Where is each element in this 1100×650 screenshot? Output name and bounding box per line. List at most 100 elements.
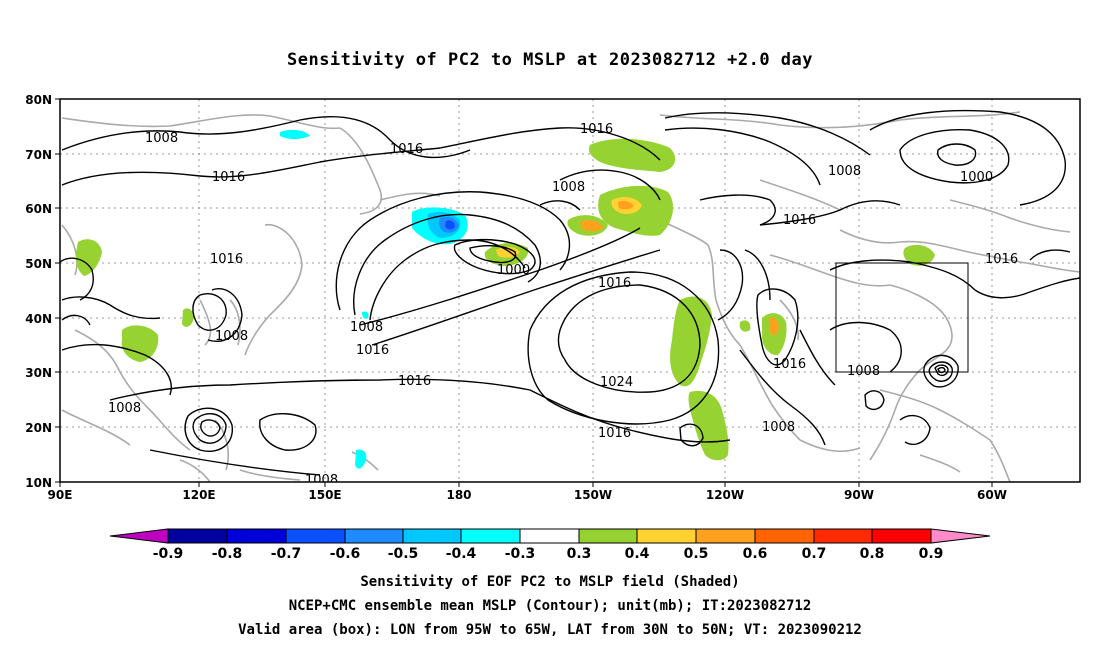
- contour-label: 1016: [390, 142, 423, 157]
- lon-tick-label: 180: [446, 488, 471, 502]
- shade-cyan-siberia: [280, 129, 310, 139]
- colorbar-segment: [813, 528, 873, 544]
- lat-tick-label: 10N: [25, 476, 52, 490]
- colorbar-segment: [578, 528, 638, 544]
- contour-label: 1000: [497, 263, 530, 278]
- colorbar-labels: -0.9 -0.8 -0.7 -0.6 -0.5 -0.4 -0.3 0.3 0…: [153, 546, 944, 562]
- contour-label: 1008: [762, 420, 795, 435]
- lon-tick-label: 150W: [574, 488, 612, 502]
- contour-label: 1000: [960, 170, 993, 185]
- lon-tick-labels: 90E 120E 150E 180 150W 120W 90W 60W: [48, 488, 1007, 502]
- contour-label: 1008: [145, 131, 178, 146]
- colorbar-label: 0.8: [860, 546, 885, 562]
- colorbar-segment: [344, 528, 404, 544]
- axis-ticks: [55, 98, 993, 487]
- contour-label: 1016: [580, 122, 613, 137]
- colorbar-high-triangle: [930, 528, 991, 544]
- contour-label: 1008: [552, 180, 585, 195]
- shade-green-gulf-alaska: [589, 138, 676, 172]
- contour-label: 1016: [598, 276, 631, 291]
- contour-label: 1016: [773, 357, 806, 372]
- contour-label: 1008: [305, 473, 338, 488]
- shade-orange-northeast-pacific: [618, 201, 634, 210]
- shade-orange-rockies: [770, 317, 779, 336]
- mslp-contours: [60, 109, 1080, 476]
- colorbar-label: -0.4: [446, 546, 477, 562]
- valid-area-box: [835, 262, 969, 373]
- sensitivity-shading: [76, 129, 935, 469]
- colorbar-label: -0.8: [212, 546, 243, 562]
- shade-cyan-south-pacific: [355, 449, 367, 469]
- lat-tick-label: 60N: [25, 202, 52, 216]
- lat-tick-label: 40N: [25, 312, 52, 326]
- colorbar-label: 0.7: [802, 546, 827, 562]
- contour-label: 1016: [210, 252, 243, 267]
- lon-tick-label: 120E: [182, 488, 215, 502]
- map-plot-area: [60, 99, 1080, 482]
- colorbar-segment: [695, 528, 756, 544]
- shade-green-small-1: [182, 308, 194, 327]
- map-title: Sensitivity of PC2 to MSLP at 2023082712…: [286, 50, 813, 70]
- caption-line-1: Sensitivity of EOF PC2 to MSLP field (Sh…: [360, 574, 740, 590]
- colorbar-segment: [285, 528, 346, 544]
- colorbar-segment: [636, 528, 697, 544]
- colorbar-label: 0.5: [684, 546, 709, 562]
- shade-orange-gulf-south: [580, 219, 603, 232]
- grid-lines: [60, 99, 1080, 482]
- contour-label: 1008: [108, 401, 141, 416]
- colorbar-label: -0.5: [388, 546, 419, 562]
- colorbar-label: -0.3: [505, 546, 536, 562]
- colorbar-segment: [226, 528, 287, 544]
- shade-green-baja: [688, 390, 729, 461]
- shade-green-small-2: [739, 320, 751, 332]
- shade-darkblue-bering: [445, 220, 455, 230]
- colorbar-low-triangle: [109, 528, 169, 544]
- shade-green-india: [76, 239, 102, 276]
- shade-green-west-us-coast: [670, 296, 712, 387]
- shade-green-china: [121, 325, 159, 362]
- caption-line-3: Valid area (box): LON from 95W to 65W, L…: [238, 622, 862, 638]
- colorbar-segment: [519, 528, 580, 544]
- colorbar-label: 0.6: [743, 546, 768, 562]
- colorbar-segment: [402, 528, 462, 544]
- contour-labels: 1008 1016 1016 1008 1016 1008 1008 1016 …: [108, 122, 1018, 488]
- colorbar: [109, 528, 991, 544]
- lat-tick-label: 70N: [25, 148, 52, 162]
- shade-cyan-west-pacific: [362, 311, 369, 319]
- contour-label: 1016: [985, 252, 1018, 267]
- lon-tick-label: 150E: [308, 488, 341, 502]
- lon-tick-label: 120W: [706, 488, 744, 502]
- contour-label: 1008: [828, 164, 861, 179]
- lat-tick-label: 80N: [25, 93, 52, 107]
- lat-tick-label: 50N: [25, 257, 52, 271]
- contour-label: 1016: [398, 374, 431, 389]
- lon-tick-label: 90E: [48, 488, 73, 502]
- colorbar-segment: [871, 528, 932, 544]
- contour-label: 1008: [215, 329, 248, 344]
- contour-label: 1016: [783, 213, 816, 228]
- contour-label: 1016: [598, 426, 631, 441]
- contour-label: 1016: [356, 343, 389, 358]
- coastlines: [61, 111, 1080, 482]
- colorbar-segment: [460, 528, 521, 544]
- lat-tick-label: 20N: [25, 421, 52, 435]
- colorbar-segment: [167, 528, 228, 544]
- map-frame: [59, 98, 1081, 483]
- caption-line-2: NCEP+CMC ensemble mean MSLP (Contour); u…: [288, 598, 812, 614]
- shade-green-great-lakes: [903, 244, 935, 266]
- colorbar-label: -0.6: [330, 546, 361, 562]
- colorbar-label: 0.4: [625, 546, 650, 562]
- lon-tick-label: 60W: [977, 488, 1007, 502]
- colorbar-segment: [754, 528, 815, 544]
- lat-tick-labels: 80N 70N 60N 50N 40N 30N 20N 10N: [25, 93, 52, 490]
- colorbar-label: -0.9: [153, 546, 184, 562]
- colorbar-label: 0.9: [919, 546, 944, 562]
- contour-label: 1008: [350, 320, 383, 335]
- colorbar-label: -0.7: [271, 546, 302, 562]
- colorbar-label: 0.3: [567, 546, 592, 562]
- contour-label: 1016: [212, 170, 245, 185]
- lat-tick-label: 30N: [25, 366, 52, 380]
- contour-label: 1024: [600, 375, 633, 390]
- lon-tick-label: 90W: [844, 488, 874, 502]
